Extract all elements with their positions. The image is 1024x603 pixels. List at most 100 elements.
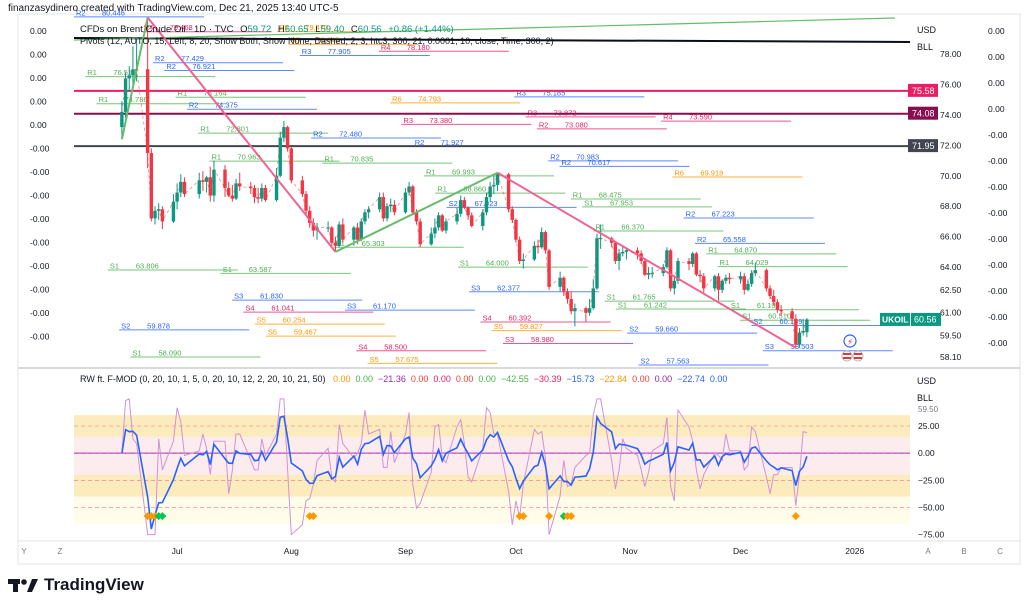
candle-body	[274, 175, 279, 201]
price-badge-value: 75.58	[912, 86, 935, 96]
candle-body	[521, 259, 526, 261]
pivot-value: 61.830	[260, 292, 283, 301]
currency-button[interactable]: USD	[913, 22, 939, 36]
osc-unit-button[interactable]: BLL	[917, 393, 933, 403]
time-tick: Dec	[733, 546, 749, 556]
price-badge-value: 71.95	[912, 141, 935, 151]
pivot-value: 59.467	[294, 328, 317, 337]
candle-body	[635, 250, 640, 254]
pivot-tag: S2	[641, 357, 650, 366]
pivot-lines: R2 80.446 R1 76.518 R1 74.736 S1 63.806 S2 59.878…	[74, 8, 893, 366]
scale-letter: Z	[58, 547, 63, 556]
pivot-value: 60.254	[283, 316, 306, 325]
candle-body	[668, 250, 673, 289]
candle-body	[131, 69, 135, 76]
candle-body	[352, 227, 356, 240]
candle-body	[510, 209, 514, 220]
candle-body	[414, 212, 419, 222]
left-zero-value: 0.00	[30, 26, 47, 36]
oscillator-axis[interactable]: 25.00 0.00 −25.00 −50.00 −75.00 59.50	[918, 405, 945, 540]
price-tick: 62.50	[940, 285, 962, 295]
svg-text:BLL: BLL	[917, 393, 933, 403]
pivot-value: 70.983	[576, 152, 599, 161]
left-zero-value: -0.00	[30, 144, 50, 154]
pivot-tag: R5	[279, 23, 289, 32]
pivot-tag: S1	[132, 349, 141, 358]
tradingview-wordmark: TradingView	[44, 575, 144, 594]
pivot-value: 61.041	[271, 304, 294, 313]
candle-body	[123, 78, 128, 112]
candle-body	[484, 197, 489, 213]
pivot-value: 59.878	[147, 321, 170, 330]
candle-body	[260, 187, 264, 199]
pivot-tag: R1	[708, 245, 718, 254]
candle-body	[359, 221, 363, 240]
right-zero-value: -0.00	[988, 182, 1008, 192]
time-axis[interactable]: Jul Aug Sep Oct Nov Dec 2026	[172, 546, 865, 556]
candle-body	[458, 200, 463, 214]
oscillator-diamond	[158, 512, 167, 521]
pivot-tag: S2	[753, 317, 762, 326]
left-zero-value: -0.00	[30, 167, 50, 177]
pivot-value: 60.159	[779, 317, 802, 326]
tradingview-footer[interactable]: TradingView	[8, 574, 144, 596]
price-badge	[908, 139, 938, 153]
pivot-tag: S4	[358, 342, 367, 351]
time-tick: Aug	[284, 546, 299, 556]
candle-body	[488, 186, 492, 198]
candle-body	[418, 221, 422, 245]
oscillator-tick: −75.00	[918, 530, 945, 540]
candle-body	[595, 238, 599, 289]
candle-body	[455, 213, 459, 222]
pivot-tag: R1	[211, 153, 221, 162]
pivot-tag: S5	[370, 355, 379, 364]
pivot-value: 64.029	[746, 258, 769, 267]
pivot-tag: R3	[302, 47, 312, 56]
pivot-value: 65.303	[362, 239, 385, 248]
candle-body	[333, 242, 338, 246]
pivot-tag: S1	[223, 265, 232, 274]
pivot-tag: S1	[110, 262, 119, 271]
candle-body	[285, 127, 290, 149]
pivot-value: 80.446	[102, 8, 125, 17]
price-tick: 66.00	[940, 232, 962, 242]
event-icons[interactable]: ⚡	[841, 334, 864, 362]
pivot-tag: R6	[674, 169, 684, 178]
candle-body	[676, 261, 680, 281]
pivot-tag: R2	[550, 152, 560, 161]
svg-text:UKOIL: UKOIL	[882, 314, 908, 324]
candle-body	[160, 209, 165, 222]
unit-button[interactable]: BLL	[917, 42, 933, 52]
pivot-tag: S2	[121, 321, 130, 330]
oscillator-lines	[121, 398, 808, 536]
candle-body	[492, 184, 496, 187]
left-zero-value: 0.00	[30, 120, 47, 130]
pivot-tag: S5	[494, 322, 503, 331]
candle-body	[392, 204, 397, 213]
pivot-value: 70.835	[350, 155, 373, 164]
right-zero-value: -0.00	[988, 286, 1008, 296]
candle-body	[621, 251, 625, 254]
trend-lines	[73, 17, 911, 43]
candle-body	[764, 270, 769, 289]
left-zero-columns: 0.00 0.00 0.00 0.00 0.00 -0.00 -0.00 -0.00 -0.00…	[30, 26, 50, 342]
scale-letter: A	[925, 547, 931, 556]
candle-body	[153, 210, 157, 219]
candle-body	[532, 245, 537, 260]
zigzag-lines	[120, 16, 808, 349]
price-tick: 72.00	[940, 140, 962, 150]
osc-currency-button[interactable]: USD	[917, 376, 937, 386]
pivot-tag: S3	[234, 292, 243, 301]
left-zero-value: -0.00	[30, 191, 50, 201]
candle-body	[223, 169, 227, 188]
candle-body	[197, 180, 201, 195]
price-axis[interactable]: 78.00 76.00 74.00 72.00 70.00 68.00 66.00 64.00…	[940, 49, 962, 362]
price-tick: 76.00	[940, 79, 962, 89]
pivot-value: 74.793	[418, 94, 441, 103]
candle-body	[727, 277, 732, 280]
oscillator-tick: −50.00	[918, 502, 945, 512]
right-zero-value: -0.00	[988, 338, 1008, 348]
candle-body	[470, 215, 474, 226]
